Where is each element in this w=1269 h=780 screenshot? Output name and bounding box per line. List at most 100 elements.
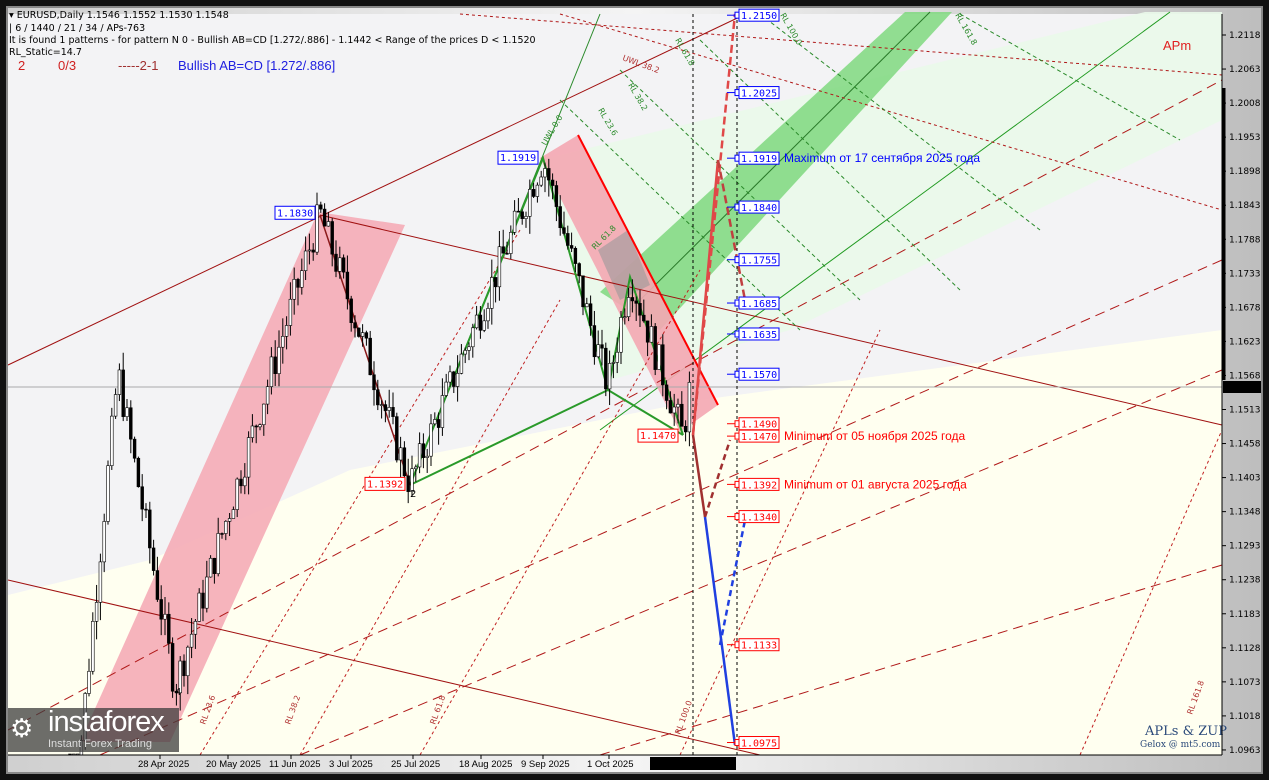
level-price: 1.1919 xyxy=(741,154,777,165)
candle xyxy=(638,289,642,327)
candle xyxy=(406,458,410,504)
level-box xyxy=(738,86,780,100)
candle-body xyxy=(440,395,445,428)
candle-body xyxy=(478,314,483,331)
price-axis[interactable]: 1.2118 1.2063 1.2008 1.1953 1.1898 1.1843 1.17… xyxy=(1222,31,1261,756)
candle xyxy=(680,391,684,427)
candle-body xyxy=(569,245,574,249)
candle xyxy=(98,553,103,621)
green-fib-lines xyxy=(559,13,1181,331)
candle-body xyxy=(630,297,635,302)
candle xyxy=(395,412,399,463)
level-marker xyxy=(734,641,740,649)
candle-body xyxy=(436,419,441,428)
logo-name: instaforex xyxy=(48,706,165,738)
candle xyxy=(661,334,665,397)
candle-body xyxy=(619,317,623,353)
watermark-title: APLs & ZUP xyxy=(1144,724,1227,739)
candle-body xyxy=(585,303,589,308)
candle xyxy=(277,330,281,387)
candle xyxy=(615,337,619,374)
level-marker xyxy=(734,11,740,19)
candle xyxy=(110,407,114,470)
pivot-price: 1.1919 xyxy=(500,153,536,164)
level-marker xyxy=(734,480,740,488)
candle-body xyxy=(398,447,403,461)
candle xyxy=(623,308,627,325)
header-pattern: It is found 1 patterns - for pattern N 0… xyxy=(9,35,536,46)
candle xyxy=(163,597,167,636)
candle xyxy=(300,258,304,295)
candle-body xyxy=(509,232,513,254)
level-price: 1.2150 xyxy=(741,11,777,22)
candle-body xyxy=(482,320,486,331)
pivot-price: 1.1830 xyxy=(277,208,313,219)
candle-body xyxy=(102,521,106,563)
candle-body xyxy=(220,533,224,535)
candle-body xyxy=(554,185,559,207)
candle-body xyxy=(322,208,327,227)
candle xyxy=(345,255,350,310)
candle xyxy=(436,412,441,445)
candle-body xyxy=(262,403,266,426)
candle xyxy=(376,379,380,411)
candle-body xyxy=(98,561,103,603)
candle-body xyxy=(687,382,692,433)
candle xyxy=(535,182,540,203)
level-marker xyxy=(734,89,740,97)
level-box xyxy=(738,477,780,491)
candle xyxy=(349,295,353,332)
candle-body xyxy=(402,447,407,477)
candle-body xyxy=(649,326,654,343)
candle-body xyxy=(600,344,604,349)
level-marker xyxy=(734,420,740,428)
candle xyxy=(448,365,452,387)
y-tick-label: 1.1898 xyxy=(1229,167,1261,177)
y-tick-label: 1.2063 xyxy=(1229,65,1261,75)
candle xyxy=(319,201,323,213)
candle-body xyxy=(395,416,399,461)
level-box xyxy=(738,296,780,310)
pattern-name: Bullish AB=CD [1.272/.886] xyxy=(178,58,336,73)
time-axis[interactable]: 28 Apr 2025 20 May 2025 11 Jun 2025 3 Jul 2… xyxy=(138,755,633,770)
level-price: 1.1840 xyxy=(741,203,777,214)
candle xyxy=(186,645,190,695)
pattern-ratio: 0/3 xyxy=(58,58,77,73)
collapse-icon[interactable]: ▾ xyxy=(9,10,17,21)
candle-body xyxy=(140,486,144,510)
indicator-label: APm xyxy=(1163,38,1191,53)
candle xyxy=(619,310,623,364)
candle-body xyxy=(372,374,376,391)
candle-body xyxy=(596,344,600,358)
candle xyxy=(588,295,593,336)
candle xyxy=(364,330,369,346)
candle-body xyxy=(193,621,198,635)
candle-body xyxy=(467,346,471,351)
candle-body xyxy=(444,381,448,396)
candle xyxy=(307,233,312,265)
candle xyxy=(246,431,251,495)
candle xyxy=(296,277,300,306)
x-tick-label: 1 Oct 2025 xyxy=(587,759,633,770)
candle xyxy=(258,423,262,431)
candle xyxy=(338,246,342,279)
bear-channel-edge xyxy=(577,134,719,406)
candle-body xyxy=(452,371,456,387)
y-tick-label: 1.1403 xyxy=(1229,474,1261,484)
candle xyxy=(178,656,182,711)
x-tick-label: 9 Sep 2025 xyxy=(521,759,570,770)
candle xyxy=(106,460,110,525)
candle xyxy=(653,323,657,376)
candle-body xyxy=(501,246,505,254)
y-tick-label: 1.1733 xyxy=(1229,269,1261,279)
candle-body xyxy=(170,643,175,692)
x-tick-label: 18 Aug 2025 xyxy=(459,759,512,770)
y-tick-label: 1.1568 xyxy=(1229,371,1261,381)
candle xyxy=(262,403,266,436)
candle xyxy=(372,361,376,406)
level-marker xyxy=(734,154,740,162)
level-price: 1.1635 xyxy=(741,330,777,341)
y-tick-label: 1.1458 xyxy=(1229,440,1261,450)
candle-body xyxy=(326,221,331,227)
